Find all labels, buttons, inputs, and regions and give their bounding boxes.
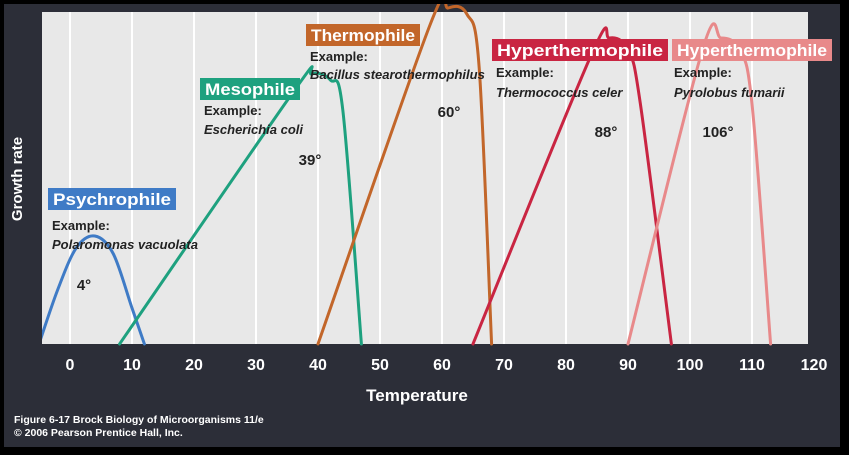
curve-mesophile bbox=[118, 65, 363, 346]
plot-area bbox=[42, 12, 808, 344]
curve-thermophile bbox=[316, 4, 494, 346]
x-tick-label-100: 100 bbox=[677, 357, 704, 374]
example-label-hyperthermophile-2: Example: bbox=[674, 65, 732, 80]
x-tick-label-90: 90 bbox=[619, 357, 637, 374]
label-box-psychrophile bbox=[48, 188, 176, 210]
optimum-label-mesophile: 39° bbox=[299, 152, 322, 169]
series-name-mesophile: Mesophile bbox=[205, 80, 295, 99]
caption-line-2: © 2006 Pearson Prentice Hall, Inc. bbox=[14, 427, 183, 439]
example-organism-psychrophile: Polaromonas vacuolata bbox=[52, 237, 198, 252]
curve-hyperthermophile-2 bbox=[626, 22, 773, 346]
figure-frame: 0 10 20 30 40 50 60 70 80 90 100 110 120 Psychrophile… bbox=[4, 4, 840, 447]
curve-psychrophile bbox=[42, 234, 146, 346]
x-tick-label-20: 20 bbox=[185, 357, 203, 374]
example-organism-mesophile: Escherichia coli bbox=[204, 122, 303, 137]
optimum-label-psychrophile: 4° bbox=[77, 277, 91, 294]
curves-group bbox=[42, 4, 773, 346]
example-label-mesophile: Example: bbox=[204, 103, 262, 118]
growth-chart: 0 10 20 30 40 50 60 70 80 90 100 110 120 Psychrophile… bbox=[9, 4, 832, 405]
label-box-hyperthermophile-1 bbox=[492, 39, 668, 61]
example-label-psychrophile: Example: bbox=[52, 218, 110, 233]
optimum-label-hyperthermophile-2: 106° bbox=[702, 124, 733, 141]
series-name-hyperthermophile-1: Hyperthermophile bbox=[497, 41, 663, 60]
y-axis-label: Growth rate bbox=[9, 137, 26, 221]
x-tick-label-120: 120 bbox=[801, 357, 828, 374]
example-label-hyperthermophile-1: Example: bbox=[496, 65, 554, 80]
x-tick-label-110: 110 bbox=[739, 357, 765, 374]
example-organism-thermophile: Bacillus stearothermophilus bbox=[310, 67, 485, 82]
series-name-hyperthermophile-2: Hyperthermophile bbox=[677, 41, 827, 60]
label-box-mesophile bbox=[200, 78, 300, 100]
x-tick-label-40: 40 bbox=[309, 357, 327, 374]
x-tick-label-50: 50 bbox=[371, 357, 389, 374]
x-tick-label-60: 60 bbox=[433, 357, 451, 374]
x-axis-label: Temperature bbox=[366, 386, 468, 405]
curve-hyperthermophile-1 bbox=[471, 26, 673, 346]
x-tick-label-0: 0 bbox=[66, 357, 75, 374]
label-box-thermophile bbox=[306, 24, 420, 46]
label-hyperthermophile-1: Hyperthermophile Example: Thermococcus cel… bbox=[492, 39, 668, 141]
series-name-psychrophile: Psychrophile bbox=[53, 190, 171, 209]
optimum-label-hyperthermophile-1: 88° bbox=[595, 124, 618, 141]
label-psychrophile: Psychrophile Example: Polaromonas vacuolat… bbox=[48, 188, 198, 294]
label-box-hyperthermophile-2 bbox=[672, 39, 832, 61]
example-organism-hyperthermophile-2: Pyrolobus fumarii bbox=[674, 85, 785, 100]
optimum-label-thermophile: 60° bbox=[438, 104, 461, 121]
x-tick-label-70: 70 bbox=[495, 357, 513, 374]
x-tick-label-30: 30 bbox=[247, 357, 265, 374]
label-mesophile: Mesophile Example: Escherichia coli 39° bbox=[200, 78, 321, 169]
label-hyperthermophile-2: Hyperthermophile Example: Pyrolobus fumari… bbox=[672, 39, 832, 141]
example-organism-hyperthermophile-1: Thermococcus celer bbox=[496, 85, 623, 100]
x-tick-label-80: 80 bbox=[557, 357, 575, 374]
caption-line-1: Figure 6-17 Brock Biology of Microorgani… bbox=[14, 414, 264, 426]
example-label-thermophile: Example: bbox=[310, 49, 368, 64]
x-tick-label-10: 10 bbox=[123, 357, 141, 374]
series-name-thermophile: Thermophile bbox=[311, 26, 415, 45]
label-thermophile: Thermophile Example: Bacillus stearothermo… bbox=[306, 24, 485, 121]
